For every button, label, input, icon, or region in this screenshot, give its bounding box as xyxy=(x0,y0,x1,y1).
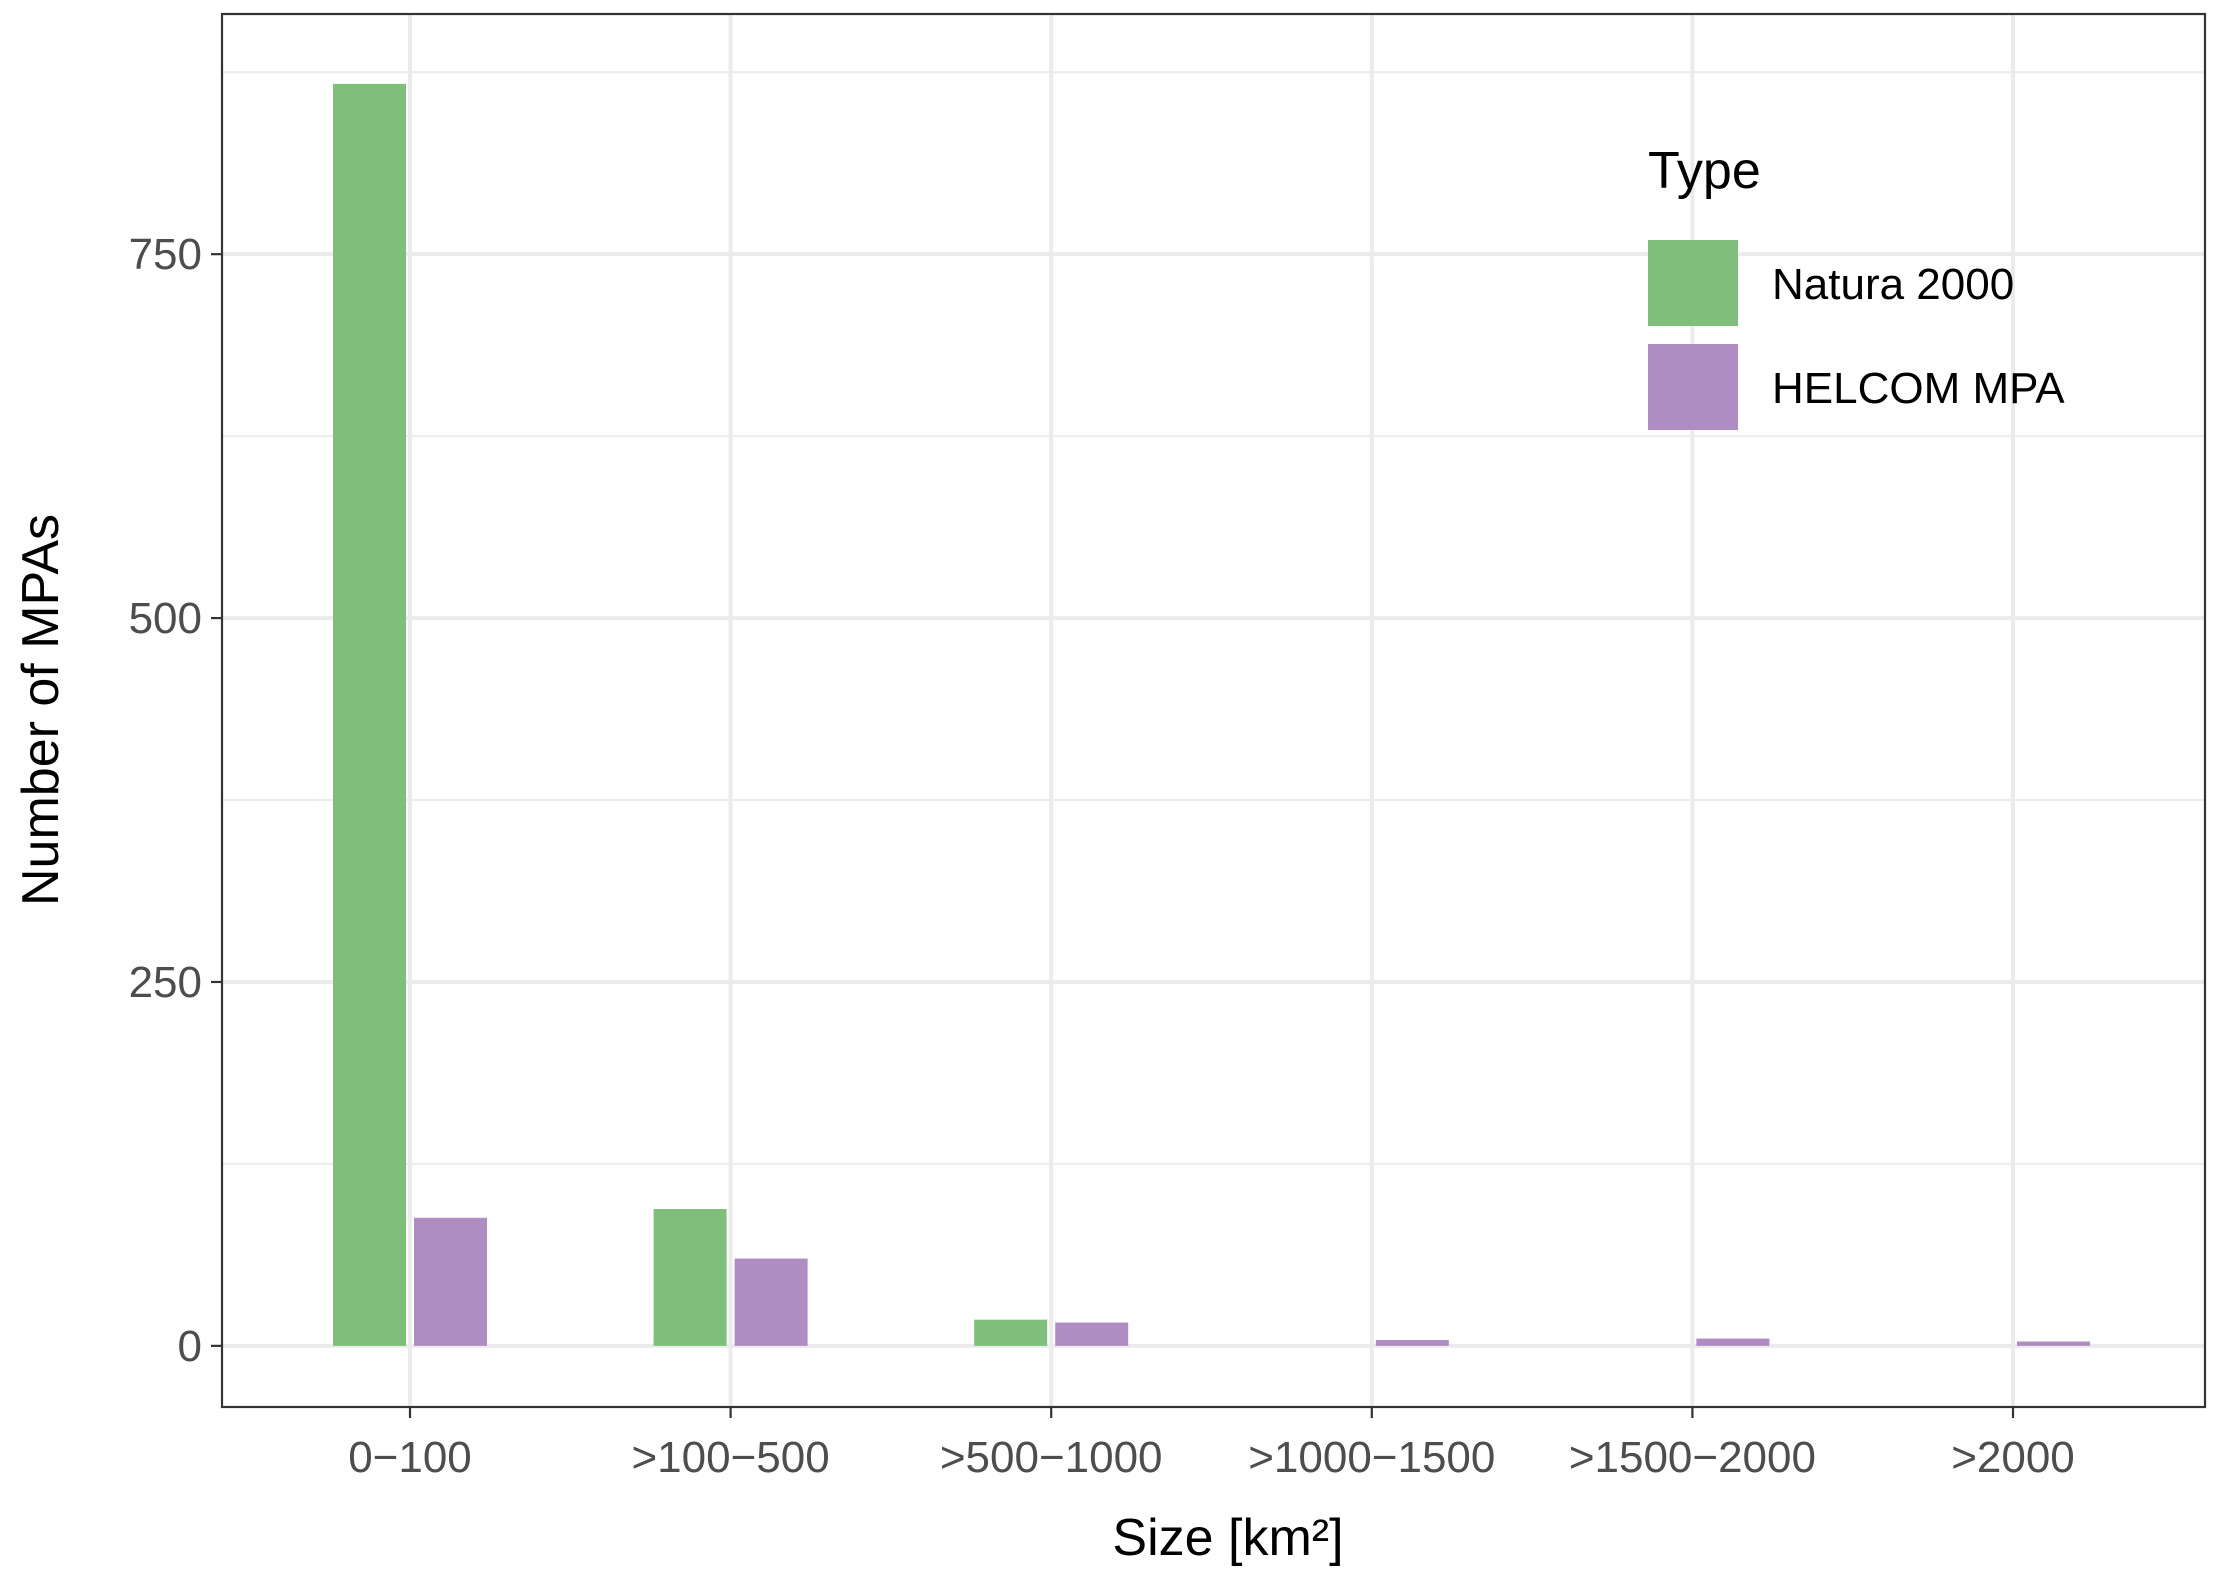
x-tick-label: 0−100 xyxy=(348,1433,472,1482)
bar-natura-2000-2 xyxy=(974,1319,1048,1346)
x-tick-label: >100−500 xyxy=(631,1433,829,1482)
legend-swatch xyxy=(1648,240,1738,326)
bars xyxy=(333,83,2090,1346)
bar-helcom-mpa-1 xyxy=(734,1258,808,1346)
bar-helcom-mpa-2 xyxy=(1055,1322,1129,1346)
y-axis-title: Number of MPAs xyxy=(12,514,70,906)
x-tick-label: >1500−2000 xyxy=(1569,1433,1816,1482)
bar-natura-2000-1 xyxy=(653,1209,727,1346)
bar-helcom-mpa-3 xyxy=(1375,1340,1449,1346)
x-tick-label: >1000−1500 xyxy=(1248,1433,1495,1482)
major-gridlines xyxy=(222,14,2205,1407)
legend-label: HELCOM MPA xyxy=(1772,364,2065,413)
legend-title: Type xyxy=(1648,142,1761,200)
y-tick-label: 0 xyxy=(178,1322,202,1371)
bar-helcom-mpa-4 xyxy=(1696,1338,1770,1346)
x-axis-title: Size [km²] xyxy=(1112,1509,1343,1567)
plot-panel xyxy=(222,14,2205,1407)
minor-gridlines xyxy=(222,71,2205,1165)
legend-label: Natura 2000 xyxy=(1772,260,2014,309)
x-axis: 0−100 >100−500 >500−1000 >1000−1500 >1500−20… xyxy=(348,1407,2075,1482)
plot-border xyxy=(220,12,2207,1409)
y-tick-label: 500 xyxy=(129,594,202,643)
y-axis: 0 250 500 750 xyxy=(129,230,222,1371)
x-tick-label: >2000 xyxy=(1951,1433,2075,1482)
y-tick-label: 750 xyxy=(129,230,202,279)
bar-natura-2000-0 xyxy=(333,83,406,1346)
y-tick-label: 250 xyxy=(129,958,202,1007)
bar-helcom-mpa-5 xyxy=(2017,1341,2090,1346)
bar-helcom-mpa-0 xyxy=(414,1217,487,1346)
x-tick-label: >500−1000 xyxy=(940,1433,1163,1482)
legend-swatch xyxy=(1648,344,1738,430)
legend: Type Natura 2000 HELCOM MPA xyxy=(1648,142,2065,430)
